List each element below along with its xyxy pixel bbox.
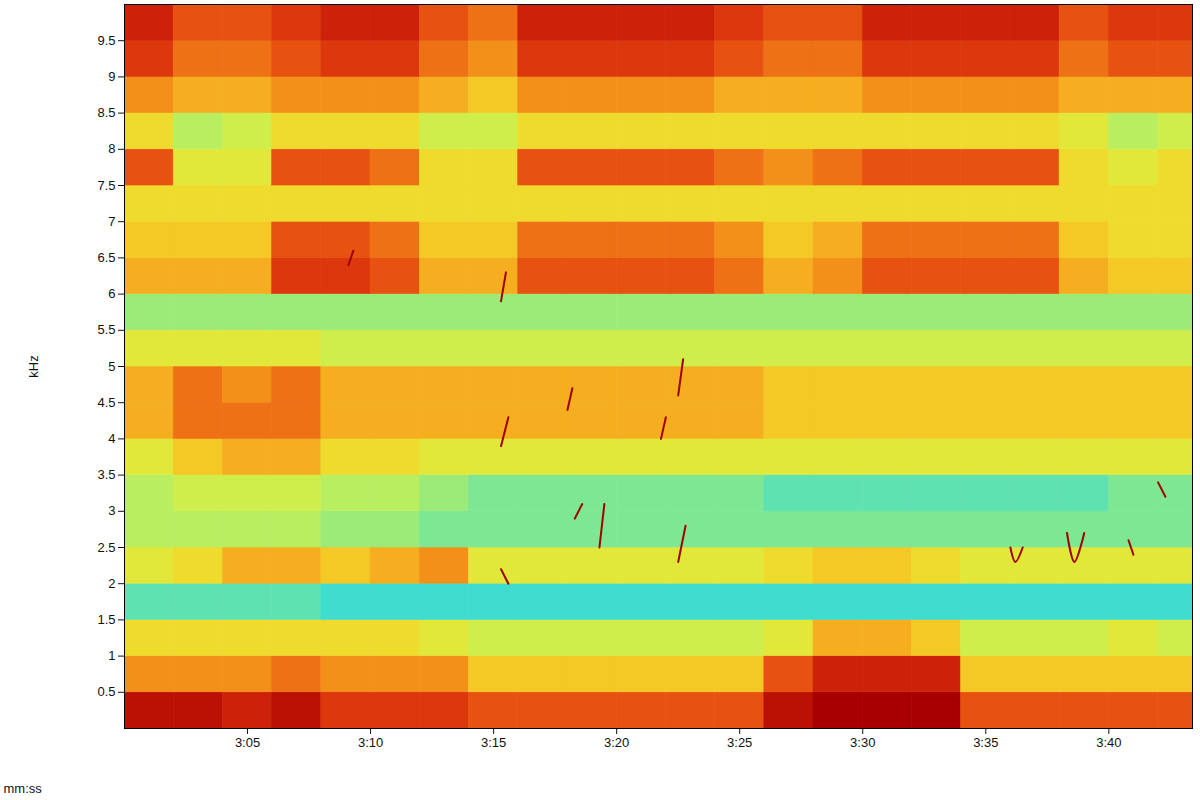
svg-text:3:05: 3:05 <box>235 735 260 750</box>
svg-text:5.5: 5.5 <box>97 322 115 337</box>
svg-text:3:30: 3:30 <box>850 735 875 750</box>
svg-text:mm:ss: mm:ss <box>4 781 43 796</box>
svg-text:2.5: 2.5 <box>97 540 115 555</box>
svg-text:9: 9 <box>108 69 115 84</box>
svg-text:5: 5 <box>108 359 115 374</box>
svg-text:7.5: 7.5 <box>97 178 115 193</box>
svg-text:2: 2 <box>108 576 115 591</box>
svg-text:3: 3 <box>108 503 115 518</box>
svg-text:1: 1 <box>108 648 115 663</box>
svg-text:3:20: 3:20 <box>604 735 629 750</box>
svg-text:kHz: kHz <box>26 355 41 377</box>
svg-text:6: 6 <box>108 286 115 301</box>
svg-text:3:15: 3:15 <box>481 735 506 750</box>
svg-text:3:35: 3:35 <box>973 735 998 750</box>
svg-text:8: 8 <box>108 141 115 156</box>
svg-text:7: 7 <box>108 214 115 229</box>
svg-text:3:10: 3:10 <box>358 735 383 750</box>
svg-text:0.5: 0.5 <box>97 684 115 699</box>
svg-text:3:25: 3:25 <box>727 735 752 750</box>
svg-text:4: 4 <box>108 431 115 446</box>
svg-text:6.5: 6.5 <box>97 250 115 265</box>
svg-text:3:40: 3:40 <box>1096 735 1121 750</box>
svg-text:9.5: 9.5 <box>97 33 115 48</box>
svg-text:1.5: 1.5 <box>97 612 115 627</box>
svg-text:4.5: 4.5 <box>97 395 115 410</box>
svg-text:8.5: 8.5 <box>97 105 115 120</box>
svg-text:3.5: 3.5 <box>97 467 115 482</box>
